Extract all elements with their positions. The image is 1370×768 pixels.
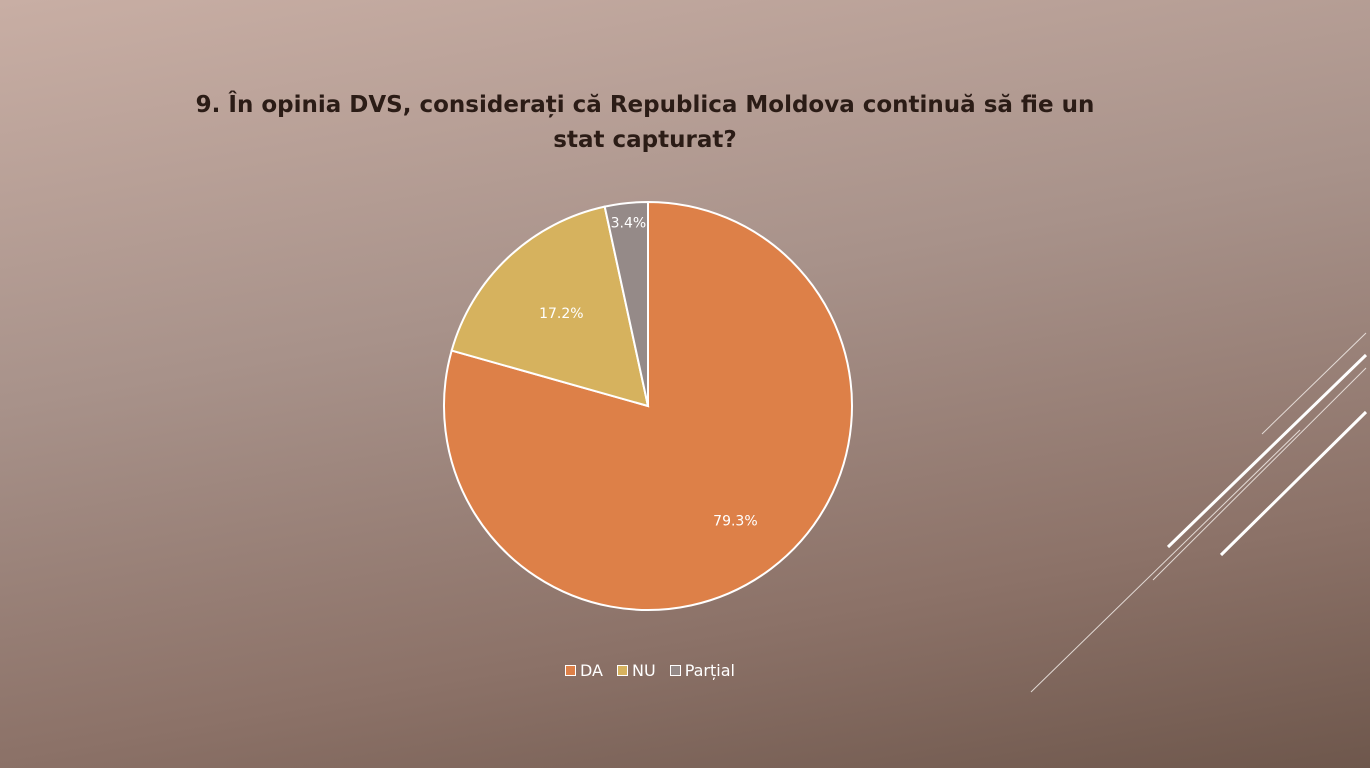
data-label-nu: 17.2% (539, 306, 583, 322)
legend-label-da: DA (580, 661, 603, 680)
legend-swatch-da (565, 665, 577, 676)
chart-legend: DA NU Parțial (0, 661, 1300, 680)
legend-item-partial: Parțial (669, 661, 735, 680)
legend-label-nu: NU (632, 661, 656, 680)
deco-line (1261, 332, 1367, 435)
deco-line (1219, 410, 1368, 557)
legend-label-partial: Parțial (684, 661, 735, 680)
deco-line (1030, 429, 1301, 693)
legend-swatch-partial (669, 665, 681, 676)
legend-item-nu: NU (617, 661, 656, 680)
chart-title: 9. În opinia DVS, considerați că Republi… (195, 92, 1095, 153)
data-label-partial: 3.4% (611, 215, 647, 231)
pie-slice-partial (603, 200, 649, 407)
deco-line (1152, 367, 1367, 581)
deco-line (1166, 353, 1368, 549)
legend-swatch-nu (617, 665, 628, 676)
data-label-da: 79.3% (713, 513, 757, 529)
pie-slice-nu (450, 205, 650, 408)
legend-item-da: DA (565, 661, 603, 680)
